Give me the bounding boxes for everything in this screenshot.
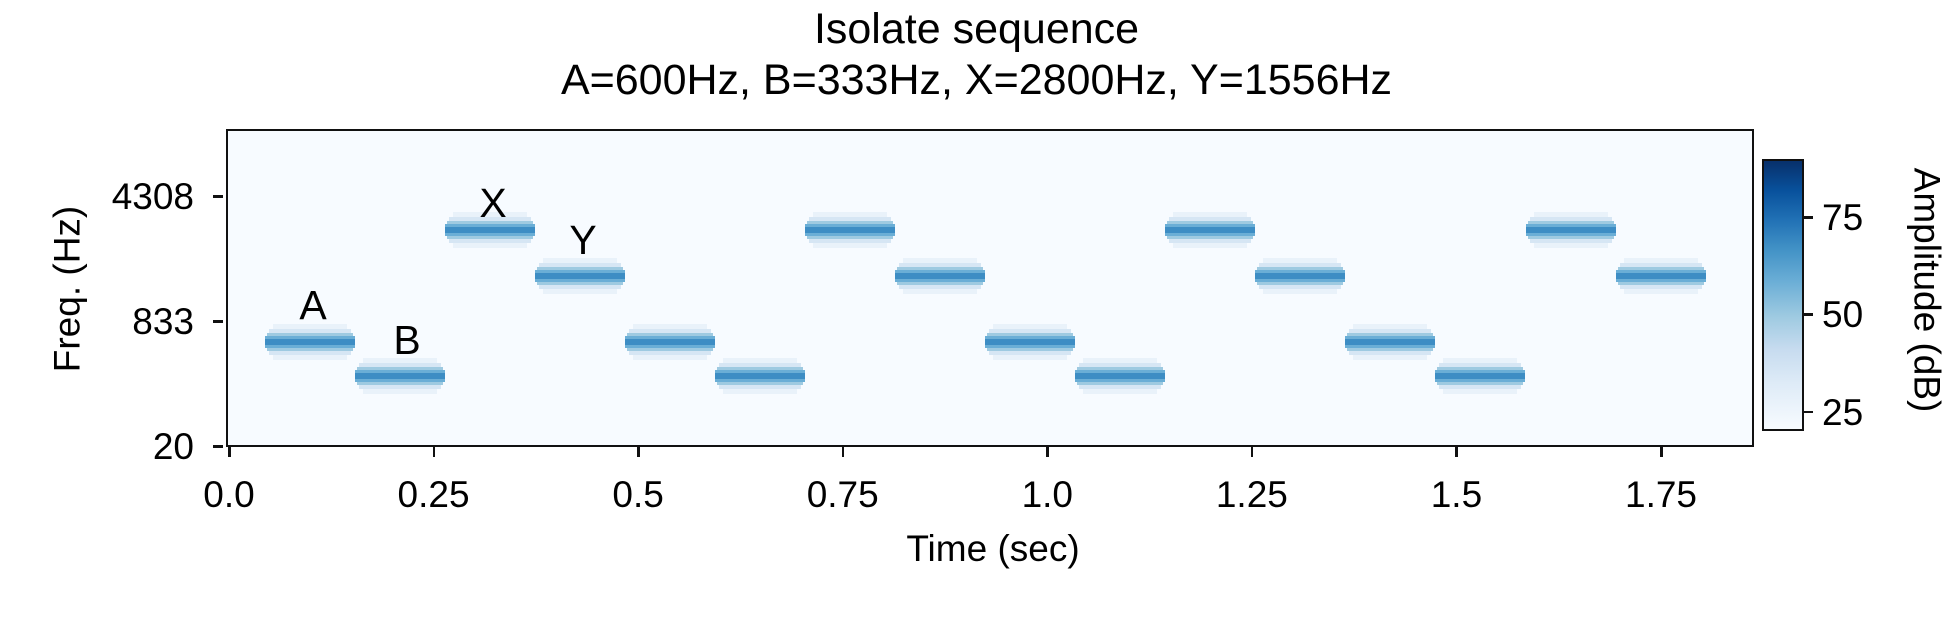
tone-band-y xyxy=(1255,257,1346,294)
tone-label-a: A xyxy=(299,282,327,328)
tone-band-x xyxy=(1525,211,1616,248)
colorbar-tick-label: 75 xyxy=(1822,197,1864,239)
colorbar-tick-label: 25 xyxy=(1822,391,1864,433)
tone-band-a xyxy=(985,323,1076,360)
tone-band-x xyxy=(1165,211,1256,248)
y-tick-label: 833 xyxy=(132,301,194,342)
x-tick-mark xyxy=(228,446,231,457)
x-tick-label: 0.0 xyxy=(203,474,255,515)
tone-band-y xyxy=(535,257,626,294)
colorbar-tick-mark xyxy=(1803,216,1813,219)
tone-band-b xyxy=(715,357,806,394)
y-tick-label: 20 xyxy=(152,426,194,467)
x-tick-label: 1.75 xyxy=(1625,474,1698,515)
colorbar-tick-mark xyxy=(1803,313,1813,316)
chart-title: Isolate sequence xyxy=(813,5,1140,53)
tone-band-y xyxy=(895,257,986,294)
x-tick-label: 0.75 xyxy=(806,474,879,515)
spectrogram-plot-area xyxy=(226,129,1754,447)
tone-band-a xyxy=(625,323,716,360)
colorbar-label: Amplitude (dB) xyxy=(1906,167,1948,413)
tone-band-x xyxy=(445,211,536,248)
colorbar-tick-mark xyxy=(1803,410,1813,414)
x-tick-mark xyxy=(1660,446,1663,457)
y-axis-label: Freq. (Hz) xyxy=(46,205,88,373)
x-tick-mark xyxy=(841,446,845,457)
y-tick-label: 4308 xyxy=(111,176,194,217)
tone-label-y: Y xyxy=(569,217,597,263)
x-tick-mark xyxy=(637,446,640,457)
tone-band-y xyxy=(1615,257,1706,294)
y-tick-mark xyxy=(213,445,223,448)
tone-label-x: X xyxy=(479,180,507,226)
x-tick-label: 0.5 xyxy=(612,474,664,515)
chart-subtitle: A=600Hz, B=333Hz, X=2800Hz, Y=1556Hz xyxy=(560,56,1393,104)
tone-band-b xyxy=(1435,357,1526,394)
x-tick-mark xyxy=(1250,446,1254,457)
tone-band-b xyxy=(1075,357,1166,394)
colorbar xyxy=(1762,159,1804,431)
x-tick-mark xyxy=(1046,446,1049,457)
x-tick-label: 1.5 xyxy=(1430,474,1483,515)
tone-band-a xyxy=(265,323,356,360)
x-axis-label: Time (sec) xyxy=(906,528,1080,569)
x-tick-label: 0.25 xyxy=(397,474,470,515)
x-tick-mark xyxy=(432,446,436,457)
y-tick-mark xyxy=(213,320,223,323)
x-tick-label: 1.25 xyxy=(1215,474,1288,515)
tone-label-b: B xyxy=(393,317,421,363)
x-tick-mark xyxy=(1455,446,1458,457)
colorbar-tick-label: 50 xyxy=(1822,294,1864,336)
x-tick-label: 1.0 xyxy=(1021,474,1074,515)
y-tick-mark xyxy=(213,195,223,198)
tone-band-a xyxy=(1345,323,1436,360)
tone-band-x xyxy=(805,211,896,248)
tone-band-b xyxy=(355,357,446,394)
